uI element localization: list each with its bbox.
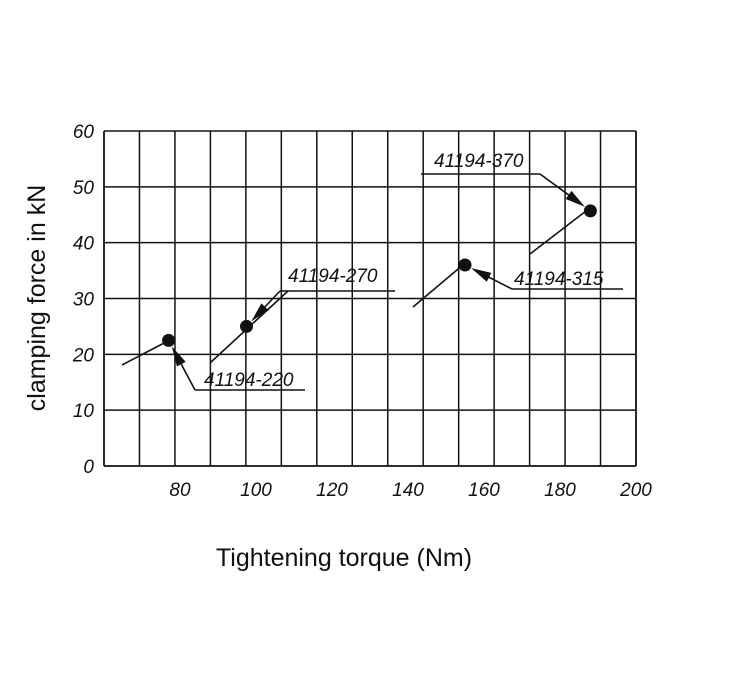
callout-arrowhead: [251, 303, 269, 322]
trend-line: [529, 210, 587, 255]
x-axis-title: Tightening torque (Nm): [216, 544, 472, 572]
callout-arrowhead: [471, 268, 492, 282]
y-tick-label: 20: [72, 345, 95, 366]
data-point: [583, 204, 597, 218]
y-tick-label: 10: [73, 401, 95, 422]
callouts: 41194-220 41194-270 41194-315 41194-370: [121, 151, 623, 391]
x-tick-label: 120: [316, 480, 348, 501]
callout-arrowhead: [171, 346, 186, 367]
point-label: 41194-270: [288, 266, 378, 287]
y-tick-labels: 0 10 20 30 40 50 60: [72, 122, 95, 478]
trend-line: [412, 263, 465, 308]
y-axis-title: clamping force in kN: [23, 185, 51, 411]
x-tick-label: 160: [468, 480, 500, 501]
point-label: 41194-220: [204, 370, 294, 391]
data-points: [162, 204, 597, 347]
x-tick-label: 100: [240, 480, 272, 501]
point-label: 41194-370: [434, 151, 524, 172]
y-tick-label: 40: [73, 234, 95, 255]
y-tick-label: 0: [83, 457, 94, 478]
x-tick-label: 200: [619, 480, 652, 501]
callout-arrowhead: [565, 190, 585, 207]
point-label: 41194-315: [514, 269, 604, 290]
x-tick-label: 180: [544, 480, 576, 501]
data-point: [458, 258, 472, 272]
y-tick-label: 30: [73, 290, 95, 311]
x-tick-label: 80: [169, 480, 191, 501]
grid: [103, 130, 637, 467]
y-tick-label: 50: [73, 178, 95, 199]
data-point: [162, 333, 176, 347]
data-point: [240, 319, 253, 333]
x-tick-labels: 80 100 120 140 160 180 200: [169, 480, 652, 501]
y-tick-label: 60: [73, 122, 95, 143]
trend-line: [121, 340, 169, 366]
x-tick-label: 140: [392, 480, 424, 501]
